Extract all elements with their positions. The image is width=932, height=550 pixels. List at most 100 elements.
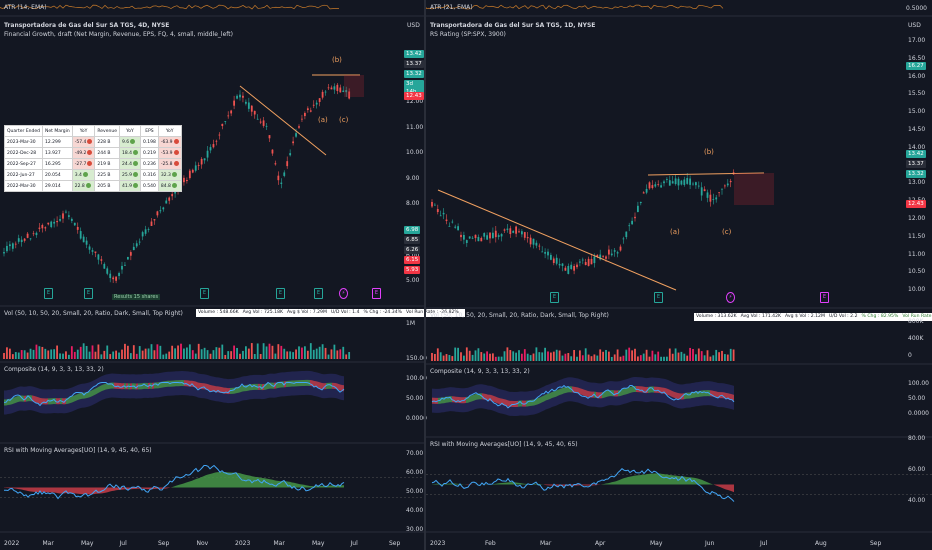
left-earnings-event-icon[interactable]: E (84, 288, 93, 299)
composite-ribbon (290, 380, 292, 387)
rsi-ma-fill (330, 485, 332, 488)
left-symbol-title[interactable]: Transportadora de Gas del Sur SA TGS, 4D… (4, 22, 170, 29)
right-rsi-label[interactable]: RSI with Moving Averages[UO] (14, 9, 45,… (430, 441, 578, 448)
right-future-earnings-icon[interactable]: E (820, 292, 829, 303)
left-composite-label[interactable]: Composite (14, 9, 3, 3, 13, 33, 2) (4, 366, 104, 373)
left-volume-label[interactable]: Vol (50, 10, 50, 20, Small, 20, Ratio, D… (4, 310, 183, 317)
volume-bar (112, 351, 115, 359)
fin-table-cell: 9.6 (121, 140, 130, 145)
rsi-ma-fill (496, 483, 498, 485)
time-axis-label: 2023 (235, 540, 251, 547)
composite-ribbon (500, 398, 502, 405)
composite-ribbon (674, 391, 676, 399)
left-future-earnings-icon[interactable]: E (372, 288, 381, 299)
left-earnings-event-icon[interactable]: E (276, 288, 285, 299)
composite-ribbon (94, 388, 96, 396)
volume-bar (547, 351, 549, 361)
volume-bar (41, 346, 44, 359)
price-axis-label: 10.00 (908, 286, 926, 294)
volume-bar (625, 349, 628, 361)
left-rsi-label[interactable]: RSI with Moving Averages[UO] (14, 9, 45,… (4, 447, 152, 454)
fin-table-cell: 29.014 (45, 183, 61, 189)
right-volume-label[interactable]: Vol (50, 10, 50, 20, Small, 20, Ratio, D… (430, 312, 609, 319)
price-tag: 16.27 (906, 62, 926, 70)
candle-body (550, 254, 552, 260)
right-time-axis[interactable]: 2023 Feb Mar Apr May Jun Jul Aug Sep (426, 536, 932, 550)
volume-bar (271, 345, 274, 359)
volume-bar (277, 344, 280, 359)
rsi-ma-fill (258, 477, 260, 488)
composite-ribbon (340, 384, 342, 392)
volume-bar (703, 355, 706, 361)
candle-body (558, 263, 561, 266)
right-dividend-event-icon[interactable]: ⚡ (726, 292, 735, 303)
right-chart-pane[interactable]: ATR (21, EMA) 0.5000 Transportadora de G… (426, 0, 932, 550)
composite-ribbon (176, 380, 178, 387)
candle-body (474, 234, 477, 239)
left-chart-pane[interactable]: ATR (14, EMA) Transportadora de Gas del … (0, 0, 465, 550)
volume-bar (245, 346, 247, 359)
left-time-axis[interactable]: 2022 Mar May Jul Sep Nov 2023 Mar May Jul Sep (0, 536, 424, 550)
left-earnings-event-icon[interactable]: E (44, 288, 53, 299)
rsi-ma-fill (638, 475, 640, 485)
rsi-ma-fill (622, 478, 624, 485)
left-earnings-event-icon[interactable]: E (314, 288, 323, 299)
price-tag: 6.15 (404, 256, 421, 264)
left-chart-canvas[interactable] (0, 0, 424, 550)
volume-bar (500, 356, 503, 361)
earnings-balloon[interactable]: Results 15 shares (112, 294, 161, 300)
candle-body (695, 182, 697, 186)
volume-bar (118, 352, 120, 359)
rsi-ma-fill (16, 487, 18, 489)
candle-body (541, 251, 544, 253)
left-wave-b: (b) (332, 56, 342, 64)
growth-indicator-icon (133, 161, 138, 166)
right-composite-label[interactable]: Composite (14, 9, 3, 3, 13, 33, 2) (430, 368, 530, 375)
volume-bar (605, 349, 607, 361)
rsi-ma-fill (652, 473, 654, 485)
volume-bar (6, 347, 8, 359)
pane-divider[interactable] (424, 0, 426, 550)
rsi-ma-fill (444, 483, 446, 485)
candle-body (451, 221, 454, 223)
price-tag: 5.93 (404, 266, 421, 274)
fin-table-cell: -49.2 (74, 151, 87, 156)
right-chart-canvas[interactable] (426, 0, 932, 550)
volume-bar (622, 355, 625, 361)
rsi-ma-fill (578, 484, 580, 486)
left-earnings-event-icon[interactable]: E (200, 288, 209, 299)
rsi-ma-fill (116, 487, 118, 491)
composite-ribbon (474, 393, 476, 401)
fin-table-cell: -27.7 (74, 162, 87, 167)
volume-bar (558, 350, 561, 361)
volume-bar (474, 350, 477, 361)
volume-bar (180, 343, 182, 359)
composite-ribbon (196, 381, 198, 389)
right-indicator-label[interactable]: RS Rating (SP:SPX, 3900) (430, 31, 506, 38)
candle-body (91, 250, 94, 252)
volume-bar (454, 347, 457, 361)
volume-bar (663, 356, 665, 361)
volume-bar (76, 349, 79, 359)
composite-ribbon (202, 383, 204, 390)
fin-table-cell: 228 B (97, 139, 111, 145)
right-earnings-event-icon[interactable]: E (550, 292, 559, 303)
composite-ribbon (640, 386, 642, 393)
left-dividend-event-icon[interactable]: ⚡ (339, 288, 348, 299)
rsi-ma-fill (46, 487, 48, 493)
volume-bar (289, 351, 292, 359)
composite-ribbon (574, 386, 576, 394)
candle-body (206, 150, 209, 158)
composite-ribbon (106, 383, 108, 390)
indicator-axis-label: 0.0000 (406, 415, 427, 422)
candle-body (82, 236, 85, 243)
volume-bar (236, 347, 238, 359)
left-indicator-label[interactable]: Financial Growth, draft (Net Margin, Rev… (4, 31, 233, 38)
right-earnings-event-icon[interactable]: E (654, 292, 663, 303)
candle-body (44, 227, 47, 229)
composite-ribbon (452, 396, 454, 403)
fin-table-header: Revenue (94, 125, 120, 137)
composite-ribbon (40, 397, 42, 405)
rsi-ma-fill (456, 483, 458, 485)
right-symbol-title[interactable]: Transportadora de Gas del Sur SA TGS, 1D… (430, 22, 596, 29)
